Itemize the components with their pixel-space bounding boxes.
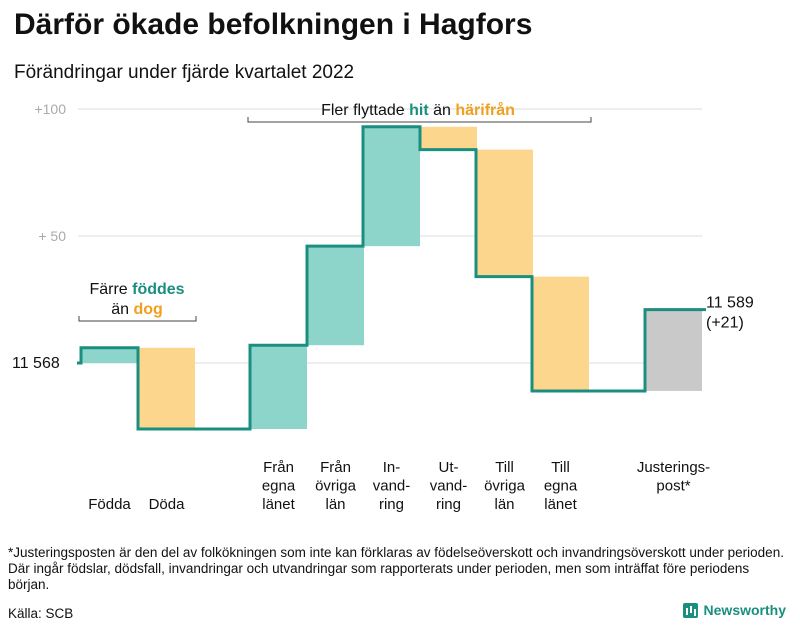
y-tick-label: + 50 xyxy=(38,228,66,244)
category-label-from-own-county: Från xyxy=(263,459,294,476)
category-label-from-own-county: egna xyxy=(262,478,296,495)
bar-adjustment xyxy=(645,309,702,391)
annotation-text: härifrån xyxy=(455,101,515,119)
annotation-text: föddes xyxy=(132,281,185,298)
category-label-immigration: vand- xyxy=(373,478,411,495)
brand-logo: Newsworthy xyxy=(682,602,786,618)
category-label-from-other-counties: län xyxy=(325,496,345,513)
bar-emigration xyxy=(420,126,477,150)
bar-births xyxy=(81,347,138,363)
category-label-to-own-county: Till xyxy=(551,459,570,476)
annotation-text: än xyxy=(111,301,133,318)
end-value-label: 11 589 xyxy=(706,295,754,312)
source: Källa: SCB xyxy=(8,606,74,621)
category-label-emigration: vand- xyxy=(430,478,468,495)
start-value-label: 11 568 xyxy=(12,355,60,372)
category-label-from-other-counties: Från xyxy=(320,459,351,476)
bar-from-other-counties xyxy=(307,246,364,346)
category-label-immigration: ring xyxy=(379,496,404,513)
annotation-text: Färre xyxy=(89,281,132,298)
annotation-migration: Fler flyttade hit än härifrån xyxy=(321,101,515,119)
bar-chart-icon xyxy=(682,602,698,618)
chart-title: Därför ökade befolkningen i Hagfors xyxy=(14,8,533,41)
category-label-adjustment: post* xyxy=(656,478,690,495)
category-label-to-own-county: egna xyxy=(544,478,578,495)
end-value-label: (+21) xyxy=(706,315,744,332)
annotation-text: än xyxy=(429,102,456,119)
chart-subtitle: Förändringar under fjärde kvartalet 2022 xyxy=(14,62,355,83)
category-label-immigration: In- xyxy=(383,459,401,476)
annotation-births-deaths: än dog xyxy=(111,301,163,318)
annotation-text: Fler flyttade xyxy=(321,102,409,119)
category-label-from-other-counties: övriga xyxy=(315,478,357,495)
category-label-to-other-counties: län xyxy=(494,496,514,513)
category-label-to-own-county: länet xyxy=(544,496,577,513)
category-label-emigration: Ut- xyxy=(439,459,459,476)
waterfall-chart: + 50 +100 11 568 11 589 (+21) Födda Döda Från eg… xyxy=(12,101,754,513)
annotation-bracket xyxy=(78,316,197,322)
category-label-to-other-counties: övriga xyxy=(484,478,526,495)
annotation-births-deaths: Färre föddes xyxy=(89,281,184,298)
bar-immigration xyxy=(363,126,420,247)
category-label-emigration: ring xyxy=(436,496,461,513)
brand-name: Newsworthy xyxy=(703,602,786,618)
annotation-bracket xyxy=(247,117,592,123)
y-tick-label: +100 xyxy=(34,101,66,117)
running-total-line xyxy=(77,125,706,431)
category-label-deaths: Döda xyxy=(149,496,186,513)
category-label-births: Födda xyxy=(88,496,131,513)
category-label-adjustment: Justerings- xyxy=(637,459,710,476)
annotation-text: dog xyxy=(133,301,162,318)
bar-deaths xyxy=(138,347,195,430)
bar-from-own-county xyxy=(250,345,307,430)
bar-to-other-counties xyxy=(476,149,533,277)
category-label-from-own-county: länet xyxy=(262,496,295,513)
annotation-text: hit xyxy=(409,102,429,119)
category-label-to-other-counties: Till xyxy=(495,459,514,476)
bar-to-own-county xyxy=(532,276,589,391)
footnote: *Justeringsposten är den del av folkökni… xyxy=(8,545,784,592)
